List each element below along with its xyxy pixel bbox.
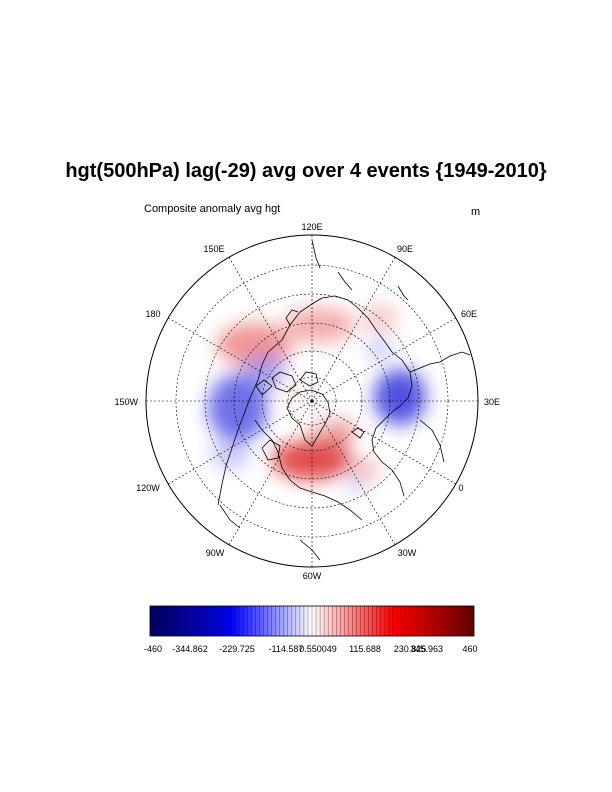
anomaly-field <box>208 304 426 495</box>
lon-label: 150W <box>114 397 138 407</box>
colorbar-labels: -460 -344.862 -229.725 -114.587 0.550049… <box>144 644 478 654</box>
units-label: m <box>471 206 481 218</box>
colorbar-label: 115.688 <box>349 644 381 654</box>
colorbar-label: -344.862 <box>172 644 208 654</box>
greenland-coast <box>286 389 331 447</box>
europe-coast <box>375 351 413 429</box>
coastlines <box>217 239 471 561</box>
plot-title: hgt(500hPa) lag(-29) avg over 4 events {… <box>65 160 547 182</box>
colorbar-label: 230.825 <box>394 644 427 654</box>
lon-label: 60W <box>303 571 322 581</box>
colorbar-label: -114.587 <box>269 644 304 654</box>
longitude-gridlines <box>146 235 478 567</box>
lon-label: 120E <box>301 222 322 232</box>
lon-label: 30E <box>484 397 500 407</box>
colorbar <box>149 605 475 637</box>
lon-label: 150E <box>203 244 224 254</box>
plot-subtitle: Composite anomaly avg hgt <box>144 203 281 215</box>
longitude-labels: 120E 90E 60E 30E 0 30W 60W 90W 120W 150W… <box>114 222 500 581</box>
lon-label: 90E <box>397 244 413 254</box>
colorbar-label: 345.963 <box>410 644 443 654</box>
colorbar-separators <box>153 606 471 636</box>
north-america-coast <box>217 351 269 506</box>
colorbar-label: 460 <box>462 644 477 654</box>
lon-label: 120W <box>136 483 160 493</box>
colorbar-label: 0.550049 <box>299 644 337 654</box>
colorbar-label: -460 <box>144 644 162 654</box>
map-boundary <box>145 234 479 568</box>
lon-label: 60E <box>461 309 477 319</box>
lon-label: 90W <box>206 548 225 558</box>
lon-label: 180 <box>145 309 160 319</box>
lon-label: 0 <box>458 483 463 493</box>
colorbar-label: -229.725 <box>219 644 255 654</box>
lon-label: 30W <box>398 548 417 558</box>
